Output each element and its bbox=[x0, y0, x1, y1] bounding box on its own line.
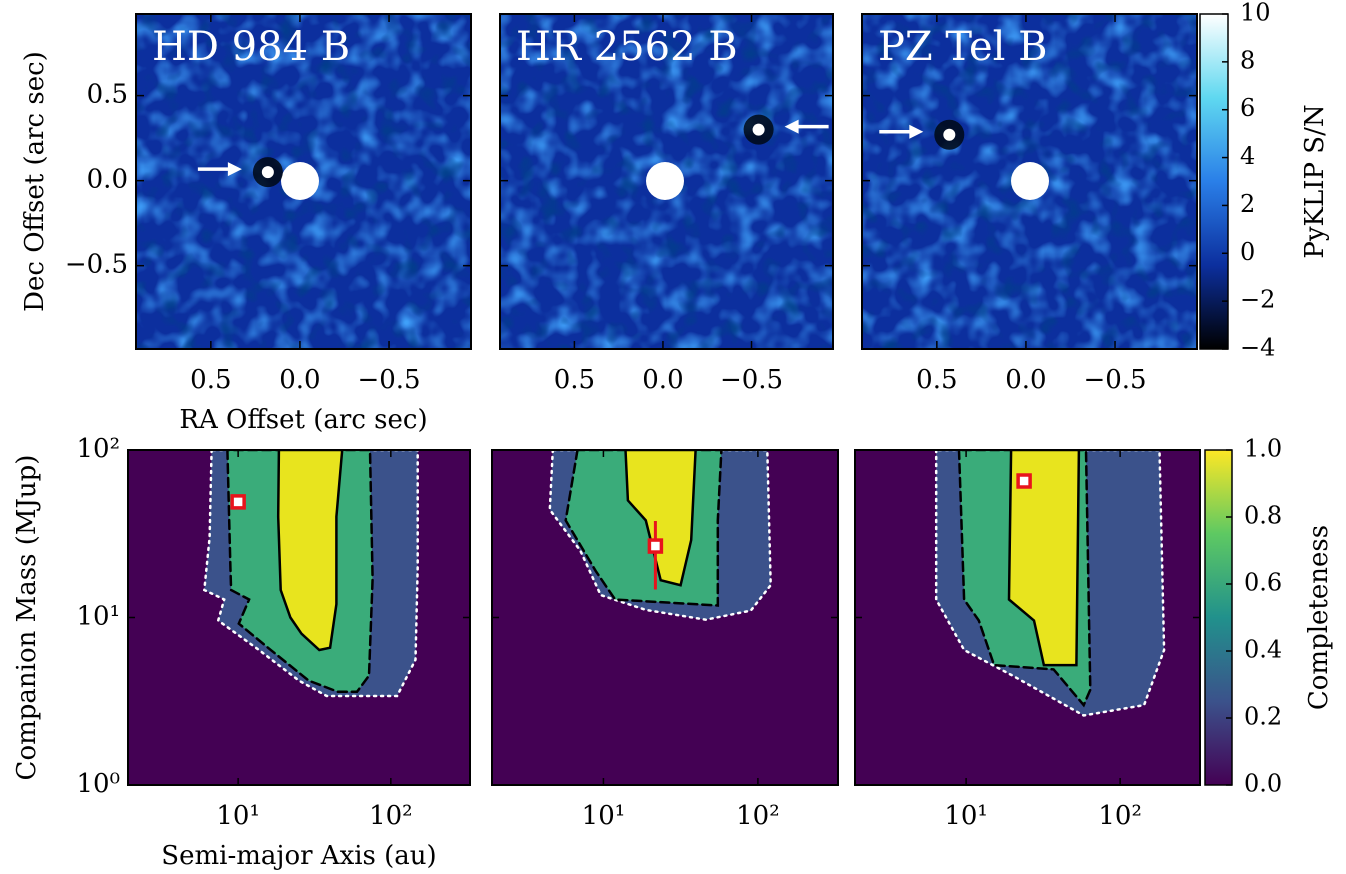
x-tick-label: 10¹ bbox=[582, 801, 626, 831]
contours bbox=[202, 450, 419, 698]
colorbar-label: Completeness bbox=[1304, 525, 1334, 710]
contours bbox=[934, 450, 1166, 717]
y-axis-label: Companion Mass (MJup) bbox=[12, 455, 42, 781]
contour-solid bbox=[624, 450, 697, 587]
x-tick-label: 0.5 bbox=[916, 365, 957, 395]
colorbar-tick-label: 2 bbox=[1240, 190, 1255, 218]
axes-frame bbox=[861, 13, 1198, 350]
y-tick-label: 0.0 bbox=[87, 165, 128, 195]
x-tick-label: 10¹ bbox=[216, 801, 260, 831]
y-tick-label: −0.5 bbox=[65, 250, 128, 280]
axes-frame bbox=[491, 449, 839, 786]
colorbar-tick-label: 0.6 bbox=[1244, 569, 1282, 597]
x-tick-label: 10² bbox=[369, 801, 413, 831]
x-tick-label: 0.0 bbox=[642, 365, 683, 395]
companion bbox=[1016, 473, 1032, 489]
panel-title: PZ Tel B bbox=[878, 24, 1048, 70]
x-tick-label: 10¹ bbox=[944, 801, 988, 831]
axes-frame bbox=[127, 449, 471, 786]
x-axis-label: Semi-major Axis (au) bbox=[161, 841, 436, 871]
y-tick-label: 10² bbox=[76, 434, 120, 464]
colorbar bbox=[1204, 449, 1233, 786]
axes-frame bbox=[499, 13, 834, 350]
colorbar-label: PyKLIP S/N bbox=[1300, 104, 1330, 258]
x-tick-label: 0.0 bbox=[1005, 365, 1046, 395]
contour-solid bbox=[1007, 450, 1081, 667]
x-tick-label: 0.5 bbox=[190, 365, 231, 395]
star-mask bbox=[646, 162, 684, 200]
colorbar-tick-label: 4 bbox=[1240, 142, 1255, 170]
colorbar-tick-label: 0.0 bbox=[1244, 770, 1282, 798]
panel-title: HD 984 B bbox=[152, 24, 350, 70]
colorbar-tick-label: 0.4 bbox=[1244, 636, 1282, 664]
axes-frame bbox=[135, 13, 472, 350]
x-tick-label: 0.5 bbox=[554, 365, 595, 395]
x-tick-label: 10² bbox=[736, 801, 780, 831]
contour-solid bbox=[276, 450, 344, 652]
companion bbox=[943, 128, 956, 141]
y-tick-label: 0.5 bbox=[87, 80, 128, 110]
colorbar-tick-label: −2 bbox=[1240, 286, 1275, 314]
star-mask bbox=[281, 162, 319, 200]
x-axis-label: RA Offset (arc sec) bbox=[179, 405, 427, 435]
colorbar-tick-label: 0 bbox=[1240, 238, 1255, 266]
x-tick-label: 0.0 bbox=[279, 365, 320, 395]
colorbar-tick-label: 0.8 bbox=[1244, 502, 1282, 530]
companion bbox=[261, 166, 274, 179]
x-tick-label: −0.5 bbox=[720, 365, 783, 395]
arrow-head bbox=[909, 124, 924, 139]
colorbar-tick-label: 8 bbox=[1240, 46, 1255, 74]
colorbar bbox=[1199, 13, 1229, 350]
companion bbox=[230, 494, 246, 510]
colorbar-tick-label: 10 bbox=[1240, 0, 1271, 27]
companion bbox=[647, 538, 664, 554]
y-tick-label: 10¹ bbox=[76, 602, 120, 632]
x-tick-label: −0.5 bbox=[357, 365, 420, 395]
colorbar-tick-label: 0.2 bbox=[1244, 703, 1282, 731]
colorbar-tick-label: 6 bbox=[1240, 94, 1255, 122]
arrow-head bbox=[227, 162, 242, 177]
colorbar-tick-label: −4 bbox=[1240, 334, 1275, 362]
companion bbox=[752, 123, 765, 136]
colorbar-tick-label: 1.0 bbox=[1244, 435, 1282, 463]
x-tick-label: −0.5 bbox=[1083, 365, 1146, 395]
arrow-head bbox=[784, 119, 799, 134]
y-tick-label: 10⁰ bbox=[76, 769, 120, 799]
x-tick-label: 10² bbox=[1098, 801, 1142, 831]
y-axis-label: Dec Offset (arc sec) bbox=[20, 51, 50, 312]
axes-frame bbox=[854, 449, 1201, 786]
contours bbox=[548, 450, 772, 621]
star-mask bbox=[1011, 162, 1049, 200]
panel-title: HR 2562 B bbox=[516, 24, 738, 70]
